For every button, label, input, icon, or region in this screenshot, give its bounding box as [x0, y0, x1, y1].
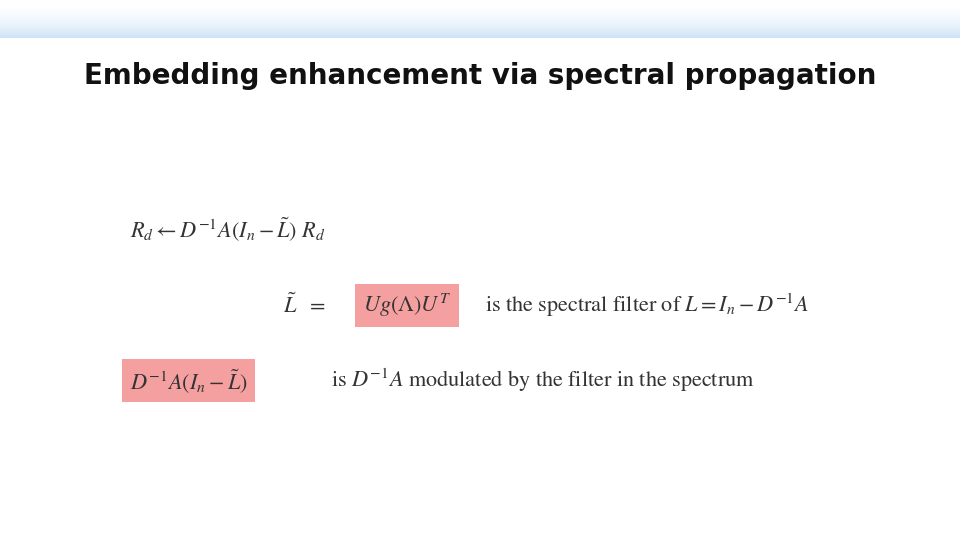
Text: $\tilde{L}\ \ =\ $: $\tilde{L}\ \ =\ $	[283, 293, 325, 317]
Text: $D^{-1}A(I_n - \tilde{L})$: $D^{-1}A(I_n - \tilde{L})$	[130, 367, 248, 395]
Text: $\mathrm{is\ the\ spectral\ filter\ of}\ L = I_n - D^{-1}A$: $\mathrm{is\ the\ spectral\ filter\ of}\…	[485, 292, 809, 319]
Text: $\mathrm{is}\ D^{-1}A\ \mathrm{modulated\ by\ the\ filter\ in\ the\ spectrum}$: $\mathrm{is}\ D^{-1}A\ \mathrm{modulated…	[331, 367, 755, 394]
Text: Embedding enhancement via spectral propagation: Embedding enhancement via spectral propa…	[84, 62, 876, 90]
Text: $R_d \leftarrow D^{-1}A(I_n - \tilde{L})\ R_d$: $R_d \leftarrow D^{-1}A(I_n - \tilde{L})…	[130, 215, 325, 244]
Text: $Ug(\Lambda)U^T$: $Ug(\Lambda)U^T$	[363, 292, 451, 319]
